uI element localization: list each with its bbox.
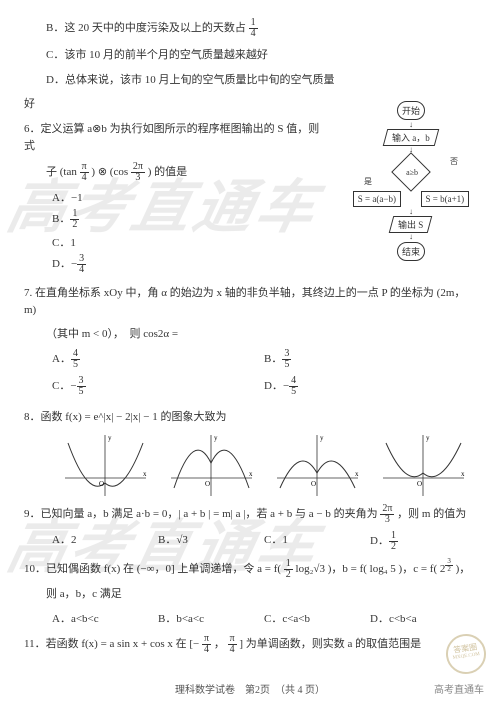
q8-graph-b: x y O xyxy=(169,433,254,498)
q6-stem-1: 6．定义运算 a⊗b 为执行如图所示的程序框图输出的 S 值，则式 xyxy=(24,121,324,156)
q7-opt-d: D．−45 xyxy=(264,376,476,397)
fc-assign-right: S = b(a+1) xyxy=(421,191,470,207)
q9-opt-a: A．2 xyxy=(52,531,158,552)
q9-options: A．2 B．√3 C．1 D．12 xyxy=(52,531,476,552)
svg-text:y: y xyxy=(214,434,218,442)
fc-output: 输出 S xyxy=(389,216,433,233)
fc-yes-label: 是 xyxy=(364,176,372,187)
q5-option-c: C．该市 10 月的前半个月的空气质量越来越好 xyxy=(46,47,476,64)
q10-stem: 10．已知偶函数 f(x) 在 (−∞，0] 上单调递增，令 a = f( 12… xyxy=(24,558,476,580)
q7-opt-c: C．−35 xyxy=(52,376,264,397)
svg-text:x: x xyxy=(355,470,359,478)
q6-options: A．−1 B．12 C．1 D．−34 xyxy=(52,189,152,275)
svg-text:O: O xyxy=(417,480,422,488)
fc-assign-left: S = a(a−b) xyxy=(353,191,401,207)
svg-text:y: y xyxy=(108,434,112,442)
footer-watermark: 高考直通车 xyxy=(434,681,484,696)
fc-start: 开始 xyxy=(397,101,425,120)
q6-opt-a: A．−1 xyxy=(52,189,152,205)
fc-end: 结束 xyxy=(397,242,425,261)
q6-opt-c: C．1 xyxy=(52,234,152,250)
q8-graph-d: x y O xyxy=(381,433,466,498)
frac-1-4: 14 xyxy=(249,18,258,39)
q8-graphs: x y O x y O x y O x y O xyxy=(52,433,476,498)
q5-option-b: B．这 20 天中的中度污染及以上的天数占 14 xyxy=(46,18,476,39)
q7-stem-1: 7. 在直角坐标系 xOy 中，角 α 的始边为 x 轴的非负半轴，其终边上的一… xyxy=(24,285,476,320)
svg-text:x: x xyxy=(461,470,465,478)
q9-stem: 9．已知向量 a，b 满足 a·b = 0，| a + b | = m| a |… xyxy=(24,504,476,525)
q10-opt-b: B．b<a<c xyxy=(158,610,264,626)
q10-stem-2: 则 a，b，c 满足 xyxy=(46,586,476,604)
fc-input: 输入 a，b xyxy=(383,129,439,146)
q9-opt-b: B．√3 xyxy=(158,531,264,552)
frac-2pi-3: 2π3 xyxy=(131,162,145,183)
q9-opt-d: D．12 xyxy=(370,531,476,552)
q8-stem: 8．函数 f(x) = e^|x| − 2|x| − 1 的图象大致为 xyxy=(24,409,476,427)
q7-opt-a: A．45 xyxy=(52,349,264,370)
svg-text:y: y xyxy=(426,434,430,442)
q6-opt-b: B．12 xyxy=(52,209,152,230)
q5-option-d: D．总体来说，该市 10 月上旬的空气质量比中旬的空气质量 xyxy=(46,72,476,89)
q7-options: A．45 B．35 C．−35 D．−45 xyxy=(52,349,476,403)
svg-text:y: y xyxy=(320,434,324,442)
q6-stem-2: 子 (tan π4 ) ⊗ (cos 2π3 ) 的值是 xyxy=(46,162,326,183)
page-footer: 理科数学试卷 第2页 （共 4 页） xyxy=(0,681,500,696)
q10-opt-a: A．a<b<c xyxy=(52,610,158,626)
svg-text:O: O xyxy=(99,480,104,488)
q10-opt-c: C．c<a<b xyxy=(264,610,370,626)
q11-stem: 11．若函数 f(x) = a sin x + cos x 在 [− π4 ， … xyxy=(24,634,476,655)
q7-opt-b: B．35 xyxy=(264,349,476,370)
svg-text:x: x xyxy=(249,470,253,478)
opt-b-text: B．这 20 天中的中度污染及以上的天数占 xyxy=(46,22,249,34)
fc-decision: a≥b xyxy=(391,152,431,192)
arrow-down-icon: ↓ xyxy=(346,208,476,216)
svg-text:x: x xyxy=(143,470,147,478)
q6-opt-d: D．−34 xyxy=(52,254,152,275)
frac-pi-4: π4 xyxy=(80,162,89,183)
q8-graph-c: x y O xyxy=(275,433,360,498)
arrow-down-icon: ↓ xyxy=(346,233,476,241)
q10-options: A．a<b<c B．b<a<c C．c<a<b D．c<b<a xyxy=(52,610,476,626)
q10-opt-d: D．c<b<a xyxy=(370,610,476,626)
q7-stem-2: （其中 m < 0）， 则 cos2α = xyxy=(46,326,476,344)
flowchart: 开始 ↓ 输入 a，b ↓ a≥b 是 否 S = a(a−b) S = b(a… xyxy=(346,100,476,285)
fc-no-label: 否 xyxy=(450,156,458,167)
frac-2pi-3: 2π3 xyxy=(380,504,394,525)
q9-opt-c: C．1 xyxy=(264,531,370,552)
svg-text:O: O xyxy=(311,480,316,488)
svg-text:O: O xyxy=(205,480,210,488)
q8-graph-a: x y O xyxy=(63,433,148,498)
arrow-down-icon: ↓ xyxy=(346,121,476,129)
